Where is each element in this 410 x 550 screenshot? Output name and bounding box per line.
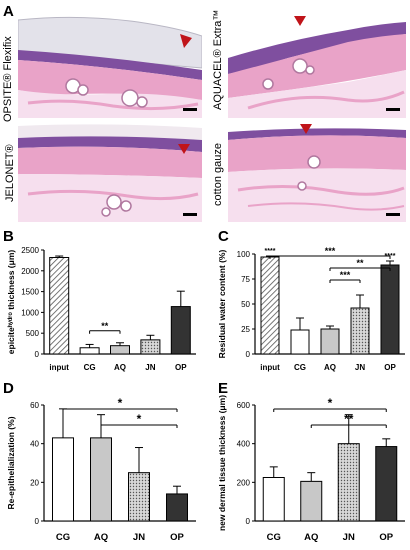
scale-bar xyxy=(183,213,197,216)
panel-letter-e: E xyxy=(218,380,229,397)
bar-op xyxy=(375,446,398,522)
category-label: CG xyxy=(56,532,70,543)
category-label: OP xyxy=(175,363,187,372)
significance-label: *** xyxy=(325,246,336,256)
panel-letter-c: C xyxy=(218,228,229,245)
category-label: AQ xyxy=(304,532,318,543)
y-axis-label: Re-epithelialization (%) xyxy=(6,416,16,509)
histology-image-opsite xyxy=(18,8,202,118)
y-tick-label: 0 xyxy=(35,517,40,526)
category-label: input xyxy=(260,363,280,372)
histology-label-aquacel: AQUACEL® Extra™ xyxy=(212,9,224,110)
y-tick-label: 500 xyxy=(26,329,40,338)
bar-op xyxy=(170,306,191,355)
bar-jn xyxy=(350,307,370,355)
significance-label: * xyxy=(137,412,142,426)
y-tick-label: 2500 xyxy=(21,246,39,255)
category-label: input xyxy=(49,363,69,372)
bar-aq xyxy=(110,345,130,355)
chart-d: 0 20 40 60 Re-epithelialization (%) CG AQ JN OP *… xyxy=(0,395,205,548)
y-tick-label: 40 xyxy=(30,440,39,449)
significance-label: ** xyxy=(101,321,109,331)
category-label: AQ xyxy=(114,363,126,372)
category-label: JN xyxy=(145,363,155,372)
y-tick-label: 1500 xyxy=(21,288,39,297)
histology-image-aquacel xyxy=(228,8,406,118)
bar-cg xyxy=(262,477,285,522)
bar-aq xyxy=(300,480,323,522)
bar-jn xyxy=(337,443,360,522)
bar-jn xyxy=(128,472,150,522)
panel-letter-b: B xyxy=(3,228,14,245)
scale-bar xyxy=(183,108,197,111)
category-label: OP xyxy=(379,532,393,543)
panel-letter-d: D xyxy=(3,380,14,397)
bar-input xyxy=(49,256,70,355)
bar-cg xyxy=(79,347,100,355)
significance-label: * xyxy=(118,396,123,410)
significance-label: ** xyxy=(344,412,354,426)
histology-label-jelonet: JELONET® xyxy=(4,144,16,202)
y-tick-label: 60 xyxy=(30,401,39,410)
chart-b: 0 500 1000 1500 2000 2500 epiciteʰʸᵈʳᵒ thickne… xyxy=(0,242,205,380)
category-label: OP xyxy=(384,363,396,372)
y-tick-label: 0 xyxy=(35,350,40,359)
histology-label-gauze: cotton gauze xyxy=(212,143,224,206)
y-tick-label: 75 xyxy=(241,275,250,284)
chart-e-svg: 0 200 400 600 new dermal tissue thickness (μ… xyxy=(217,395,405,543)
category-label: CG xyxy=(267,532,281,543)
bar-aq xyxy=(90,437,112,522)
significance-label: *** xyxy=(340,270,351,280)
histology-image-jelonet xyxy=(18,122,202,222)
scale-bar xyxy=(386,213,400,216)
chart-c: 0 25 50 75 100 Residual water content (%) ****… xyxy=(205,242,410,380)
arrowhead-icon xyxy=(300,124,312,134)
y-tick-label: 200 xyxy=(237,478,251,487)
histology-label-opsite: OPSITE® Flexifix xyxy=(2,36,14,122)
category-label: AQ xyxy=(324,363,336,372)
y-axis-label: epiciteʰʸᵈʳᵒ thickness (μm) xyxy=(6,250,16,355)
y-tick-label: 20 xyxy=(30,478,39,487)
category-label: JN xyxy=(133,532,145,543)
bar-cg xyxy=(52,437,74,522)
category-label: AQ xyxy=(94,532,108,543)
category-label: CG xyxy=(294,363,306,372)
category-label: OP xyxy=(170,532,184,543)
chart-e: 0 200 400 600 new dermal tissue thickness (μ… xyxy=(205,395,410,548)
y-tick-label: 50 xyxy=(241,300,250,309)
y-tick-label: 25 xyxy=(241,325,250,334)
bar-cg xyxy=(290,329,310,355)
arrowhead-icon xyxy=(180,34,192,48)
panel-letter-a: A xyxy=(3,3,14,20)
chart-d-svg: 0 20 40 60 Re-epithelialization (%) CG AQ JN OP *… xyxy=(6,396,196,543)
category-label: JN xyxy=(355,363,365,372)
y-tick-label: 600 xyxy=(237,401,251,410)
bar-op xyxy=(380,264,400,355)
y-tick-label: 2000 xyxy=(21,267,39,276)
y-tick-label: 1000 xyxy=(21,308,39,317)
y-tick-label: 100 xyxy=(237,250,251,259)
significance-label: * xyxy=(328,396,333,410)
chart-b-svg: 0 500 1000 1500 2000 2500 epiciteʰʸᵈʳᵒ thickne… xyxy=(6,246,196,372)
histology-image-gauze xyxy=(228,122,406,222)
bar-input xyxy=(260,256,280,355)
y-axis-label: new dermal tissue thickness (μm) xyxy=(217,395,227,531)
bar-jn xyxy=(140,339,161,355)
bar-annotation: **** xyxy=(265,248,276,255)
y-tick-label: 0 xyxy=(246,517,251,526)
y-tick-label: 0 xyxy=(246,350,251,359)
significance-label: ** xyxy=(356,258,364,268)
arrowhead-icon xyxy=(294,16,306,26)
bar-aq xyxy=(320,328,340,355)
category-label: CG xyxy=(84,363,96,372)
category-label: JN xyxy=(343,532,355,543)
y-tick-label: 400 xyxy=(237,440,251,449)
scale-bar xyxy=(386,108,400,111)
y-axis-label: Residual water content (%) xyxy=(217,250,227,359)
bar-op xyxy=(166,493,188,522)
arrowhead-icon xyxy=(178,144,190,154)
